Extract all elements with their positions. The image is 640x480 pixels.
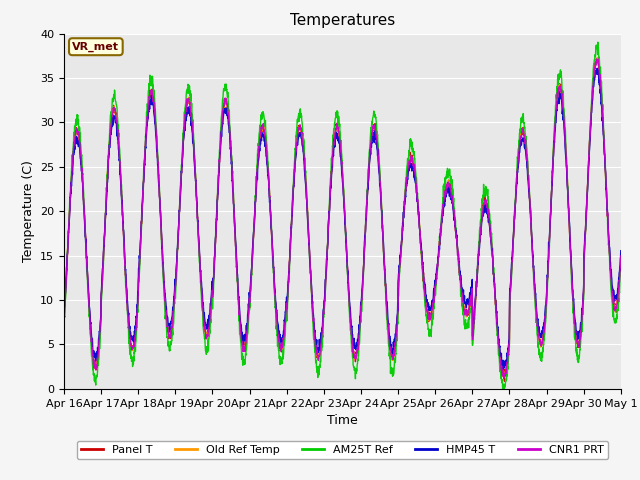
Text: VR_met: VR_met (72, 42, 119, 52)
Y-axis label: Temperature (C): Temperature (C) (22, 160, 35, 262)
Title: Temperatures: Temperatures (290, 13, 395, 28)
X-axis label: Time: Time (327, 414, 358, 427)
Legend: Panel T, Old Ref Temp, AM25T Ref, HMP45 T, CNR1 PRT: Panel T, Old Ref Temp, AM25T Ref, HMP45 … (77, 441, 608, 459)
